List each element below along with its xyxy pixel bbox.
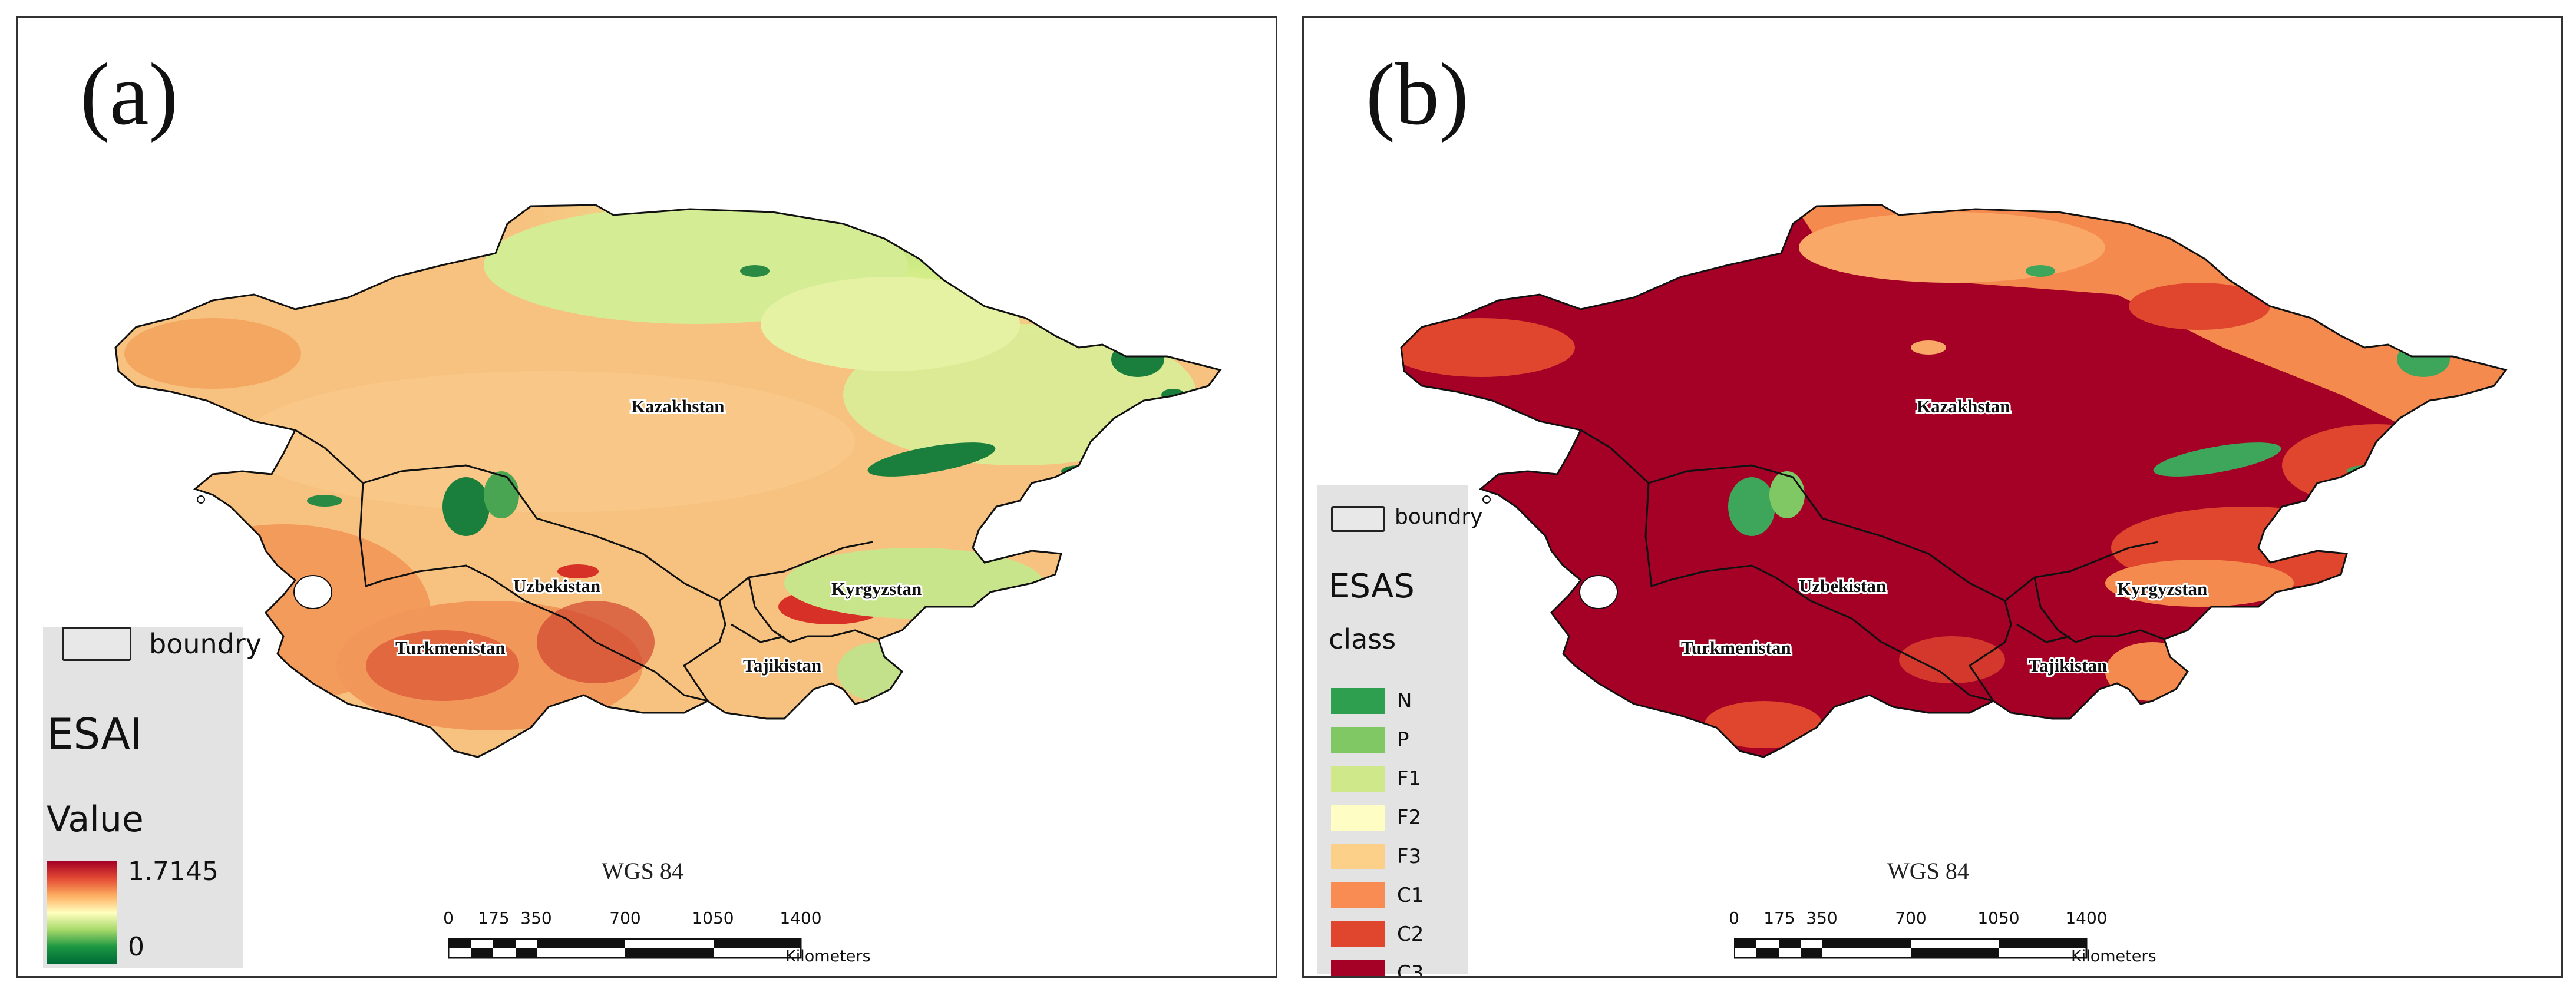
legend-title: ESAI — [47, 709, 143, 759]
caspian-shore — [197, 495, 332, 609]
country-label-uzbekistan: Uzbekistan — [513, 576, 600, 596]
scale-tick-label: 0 — [443, 908, 454, 928]
map-panel-b: Kazakhstan Uzbekistan Kyrgyzstan Turkmen… — [1302, 16, 2563, 978]
class-swatch — [1331, 805, 1385, 831]
legend-class-n: N — [1331, 688, 1461, 715]
boundary-label: boundry — [1395, 505, 1483, 529]
scale-bar-graphic — [448, 938, 802, 959]
ramp-max-label: 1.7145 — [128, 857, 219, 887]
legend-subtitle: class — [1329, 623, 1396, 655]
country-label-uzbekistan: Uzbekistan — [1799, 576, 1886, 596]
boundary-swatch — [62, 627, 131, 661]
country-label-kyrgyzstan: Kyrgyzstan — [831, 578, 922, 599]
legend-class-c1: C1 — [1331, 882, 1461, 910]
legend-subtitle: Value — [47, 799, 144, 840]
legend-class-f2: F2 — [1331, 805, 1461, 832]
legend-title: ESAS — [1329, 567, 1415, 606]
class-swatch — [1331, 688, 1385, 714]
class-label: N — [1397, 689, 1412, 713]
scale-tick-label: 700 — [1895, 908, 1927, 928]
panel-label: (a) — [80, 45, 179, 143]
scale-tick-label: 700 — [609, 908, 641, 928]
legend-class-c2: C2 — [1331, 921, 1461, 948]
ramp-min-label: 0 — [128, 932, 144, 962]
scale-bar: 0 175 350 700 1050 1400 Kilometers — [1710, 908, 2158, 967]
class-swatch — [1331, 960, 1385, 976]
scale-tick-label: 350 — [520, 908, 552, 928]
scale-bar: 0 175 350 700 1050 1400 Kilometers — [425, 908, 873, 967]
map-panel-a: Kazakhstan Uzbekistan Kyrgyzstan Turkmen… — [16, 16, 1277, 978]
class-label: F3 — [1397, 845, 1422, 868]
crs-label: WGS 84 — [1887, 858, 1969, 884]
esai-legend: boundry ESAI Value 1.7145 0 — [43, 627, 262, 968]
caspian-shore — [1482, 495, 1618, 609]
boundary-label: boundry — [149, 628, 262, 660]
scale-unit: Kilometers — [2071, 947, 2156, 965]
panel-label: (b) — [1366, 45, 1469, 143]
scale-tick-label: 1050 — [692, 908, 734, 928]
legend-class-f3: F3 — [1331, 844, 1461, 871]
esas-raster — [1401, 205, 2506, 757]
scale-bar-graphic — [1734, 938, 2088, 959]
country-label-turkmenistan: Turkmenistan — [395, 637, 506, 658]
class-label: C2 — [1397, 922, 1424, 946]
scale-tick-label: 175 — [478, 908, 510, 928]
legend-class-p: P — [1331, 727, 1461, 754]
scale-tick-label: 1400 — [780, 908, 822, 928]
scale-tick-label: 1400 — [2065, 908, 2108, 928]
class-label: C3 — [1397, 961, 1424, 978]
scale-tick-label: 1050 — [1977, 908, 2020, 928]
class-swatch — [1331, 882, 1385, 908]
color-ramp — [47, 861, 117, 964]
class-swatch — [1331, 766, 1385, 792]
country-label-tajikistan: Tajikistan — [743, 655, 821, 676]
country-label-kazakhstan: Kazakhstan — [631, 396, 724, 416]
class-label: P — [1397, 728, 1409, 752]
class-label: C1 — [1397, 884, 1424, 907]
legend-class-c3: C3 — [1331, 960, 1461, 978]
scale-tick-label: 0 — [1729, 908, 1739, 928]
scale-tick-label: 175 — [1763, 908, 1795, 928]
class-label: F2 — [1397, 806, 1422, 829]
boundaries — [1400, 204, 2508, 758]
esas-legend: boundry ESAS class N P F1 F2 F3 C1 C2 C3 — [1317, 485, 1482, 976]
class-swatch — [1331, 844, 1385, 869]
class-swatch — [1331, 727, 1385, 753]
country-label-tajikistan: Tajikistan — [2029, 655, 2107, 676]
scale-unit: Kilometers — [785, 947, 871, 965]
boundary-swatch — [1331, 506, 1385, 532]
class-label: F1 — [1397, 767, 1422, 791]
crs-label: WGS 84 — [602, 858, 683, 884]
esai-map: Kazakhstan Uzbekistan Kyrgyzstan Turkmen… — [114, 204, 1222, 758]
class-swatch — [1331, 921, 1385, 947]
country-label-kazakhstan: Kazakhstan — [1917, 396, 2010, 416]
legend-class-f1: F1 — [1331, 766, 1461, 793]
country-label-turkmenistan: Turkmenistan — [1681, 637, 1791, 658]
boundaries — [114, 204, 1222, 758]
esas-map: Kazakhstan Uzbekistan Kyrgyzstan Turkmen… — [1400, 204, 2508, 758]
scale-tick-label: 350 — [1806, 908, 1838, 928]
country-label-kyrgyzstan: Kyrgyzstan — [2117, 578, 2207, 599]
